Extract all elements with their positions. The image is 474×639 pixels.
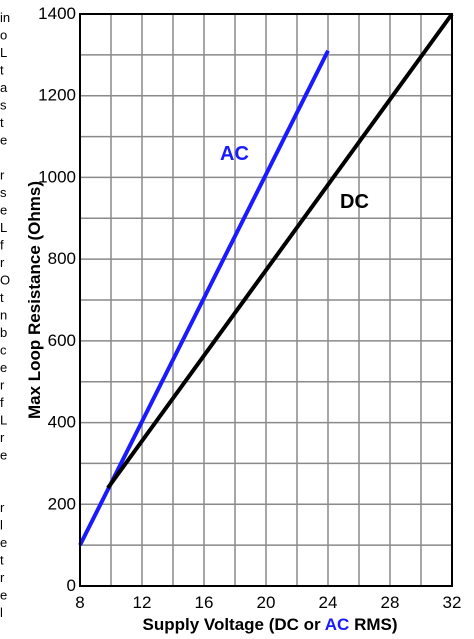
series-lines — [78, 12, 454, 547]
x-axis-title-part-3: RMS) — [349, 615, 397, 634]
x-tick-label: 16 — [195, 593, 214, 612]
x-axis-title-part-2: AC — [325, 615, 350, 634]
left-edge-char: r — [0, 430, 5, 445]
left-edge-char: r — [0, 168, 5, 183]
left-edge-char: e — [0, 535, 7, 550]
left-edge-char: L — [0, 220, 7, 235]
left-edge-char: n — [0, 308, 7, 323]
left-edge-char: b — [0, 325, 7, 340]
left-edge-char: t — [0, 290, 4, 305]
x-tick-label: 28 — [381, 593, 400, 612]
left-edge-char: r — [0, 255, 5, 270]
left-edge-char: r — [0, 378, 5, 393]
x-tick-label: 20 — [257, 593, 276, 612]
y-tick-label: 1000 — [38, 167, 76, 186]
left-edge-char: e — [0, 360, 7, 375]
series-label-ac: AC — [220, 143, 249, 165]
series-labels: AC DC — [220, 143, 369, 213]
left-edge-char: s — [0, 185, 7, 200]
series-line-dc — [106, 12, 454, 490]
left-edge-char: e — [0, 448, 7, 463]
left-edge-char: f — [0, 238, 4, 253]
left-edge-char: o — [0, 28, 7, 43]
left-edge-char: e — [0, 588, 7, 603]
left-edge-char: s — [0, 98, 7, 113]
x-tick-label: 8 — [75, 593, 84, 612]
y-tick-label: 600 — [48, 331, 76, 350]
left-edge-char: t — [0, 553, 4, 568]
left-edge-char: t — [0, 63, 4, 78]
left-edge-char: l — [0, 605, 3, 620]
left-edge-char: in — [0, 10, 10, 25]
x-tick-label: 12 — [133, 593, 152, 612]
x-tick-label: 32 — [443, 593, 462, 612]
left-edge-char: c — [0, 343, 7, 358]
series-label-dc: DC — [340, 191, 369, 213]
left-edge-char: O — [0, 273, 10, 288]
plot-frame — [79, 13, 453, 587]
y-tick-label: 0 — [67, 576, 76, 595]
left-edge-char: l — [0, 518, 3, 533]
y-tick-label: 1400 — [38, 4, 76, 23]
x-axis-title-part-1: Supply Voltage (DC or — [142, 615, 324, 634]
x-tick-label: 24 — [319, 593, 338, 612]
left-edge-char: e — [0, 133, 7, 148]
left-edge-char: r — [0, 500, 5, 515]
y-axis-title: Max Loop Resistance (Ohms) — [25, 181, 44, 419]
left-edge-char: a — [0, 80, 8, 95]
left-edge-char: r — [0, 570, 5, 585]
grid-lines — [80, 14, 452, 586]
y-tick-labels: 0 200 400 600 800 1000 1200 1400 — [38, 4, 76, 595]
left-edge-char: L — [0, 413, 7, 428]
left-edge-char: f — [0, 395, 4, 410]
left-edge-char: e — [0, 203, 7, 218]
y-tick-label: 400 — [48, 413, 76, 432]
y-tick-label: 800 — [48, 249, 76, 268]
x-tick-labels: 8 12 16 20 24 28 32 — [75, 593, 461, 612]
x-axis-title: Supply Voltage (DC or AC RMS) — [142, 615, 397, 634]
y-tick-label: 200 — [48, 494, 76, 513]
left-edge-char: L — [0, 45, 7, 60]
series-line-ac — [78, 49, 330, 547]
left-edge-char: t — [0, 115, 4, 130]
y-tick-label: 1200 — [38, 86, 76, 105]
